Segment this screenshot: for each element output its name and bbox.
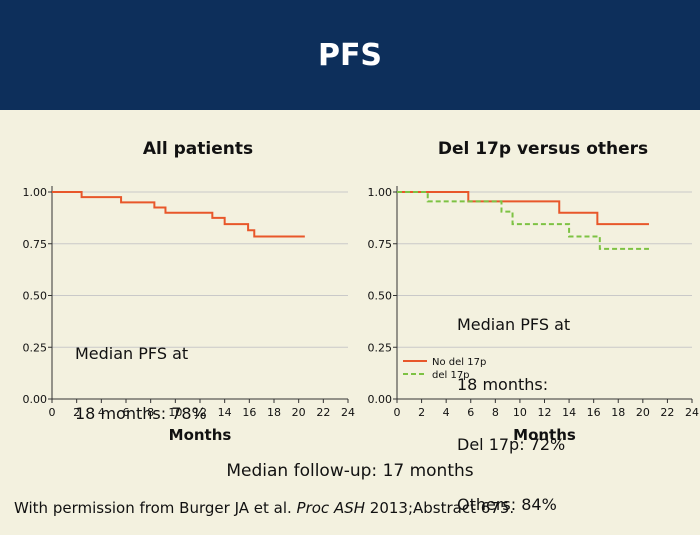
x-tick-label: 18 — [267, 406, 281, 419]
x-tick-label: 14 — [218, 406, 232, 419]
series-line-no-del-17p — [397, 191, 649, 226]
y-tick-label: 0.25 — [23, 341, 48, 354]
x-tick-label: 0 — [49, 406, 56, 419]
x-tick-label: 10 — [513, 406, 527, 419]
x-tick-label: 0 — [394, 406, 401, 419]
x-tick-label: 22 — [660, 406, 674, 419]
slide-title: PFS — [317, 38, 383, 73]
x-tick-label: 16 — [242, 406, 256, 419]
left-annotation-line-2: 18 months: 78% — [75, 404, 207, 423]
right-annotation-line-1: Median PFS at — [457, 315, 571, 334]
right-annotation-line-4: Others: 84% — [457, 495, 557, 514]
x-tick-label: 8 — [147, 406, 154, 419]
x-tick-label: 6 — [123, 406, 130, 419]
citation: With permission from Burger JA et al. Pr… — [14, 499, 514, 517]
y-tick-label: 0.50 — [368, 290, 393, 303]
x-tick-label: 10 — [168, 406, 182, 419]
x-tick-label: 4 — [98, 406, 105, 419]
x-tick-label: 2 — [73, 406, 80, 419]
left-annotation-line-1: Median PFS at — [75, 344, 189, 363]
x-tick-label: 16 — [587, 406, 601, 419]
citation-suffix: 2013;Abstract 675. — [365, 499, 515, 517]
x-tick-label: 20 — [292, 406, 306, 419]
x-tick-label: 2 — [418, 406, 425, 419]
right-chart-title: Del 17p versus others — [437, 139, 649, 159]
legend-label: No del 17p — [432, 357, 486, 368]
x-tick-label: 14 — [562, 406, 576, 419]
title-bar: PFS — [0, 0, 700, 110]
x-axis-title: Months — [169, 426, 232, 444]
x-axis-title: Months — [513, 426, 576, 444]
citation-prefix: With permission from Burger JA et al. — [14, 499, 297, 517]
x-tick-label: 12 — [193, 406, 207, 419]
y-tick-label: 0.25 — [368, 341, 393, 354]
x-tick-label: 6 — [467, 406, 474, 419]
y-tick-label: 0.75 — [23, 238, 48, 251]
y-tick-label: 1.00 — [368, 186, 393, 199]
left-annotation: Median PFS at 18 months: 78% — [75, 304, 207, 444]
y-tick-label: 0.75 — [368, 238, 393, 251]
x-tick-label: 12 — [538, 406, 552, 419]
right-annotation: Median PFS at 18 months: Del 17p: 72% Ot… — [457, 275, 570, 535]
x-tick-label: 24 — [341, 406, 355, 419]
left-chart-title: All patients — [142, 139, 254, 159]
median-followup-text: Median follow-up: 17 months — [226, 461, 474, 481]
x-tick-label: 18 — [611, 406, 625, 419]
y-tick-label: 1.00 — [23, 186, 48, 199]
series-line-del-17p — [397, 191, 649, 250]
citation-journal: Proc ASH — [296, 499, 366, 517]
x-tick-label: 22 — [316, 406, 330, 419]
series-line-0 — [52, 191, 305, 238]
del17p-chart: 0.000.250.500.751.000 2 4 6 8 10 12 14 16 18 20 22 2… — [368, 186, 699, 444]
y-tick-label: 0.00 — [23, 393, 48, 406]
legend-label: del 17p — [432, 370, 470, 381]
y-tick-label: 0.50 — [23, 290, 48, 303]
x-tick-label: 20 — [636, 406, 650, 419]
right-annotation-line-2: 18 months: — [457, 375, 549, 394]
x-tick-label: 4 — [443, 406, 450, 419]
x-tick-label: 24 — [685, 406, 699, 419]
all-patients-chart: 0.000.250.500.751.000 2 4 6 8 10 12 14 16 18 20 22 2… — [23, 186, 355, 444]
x-tick-label: 8 — [492, 406, 499, 419]
right-annotation-line-3: Del 17p: 72% — [457, 435, 566, 454]
y-tick-label: 0.00 — [368, 393, 393, 406]
